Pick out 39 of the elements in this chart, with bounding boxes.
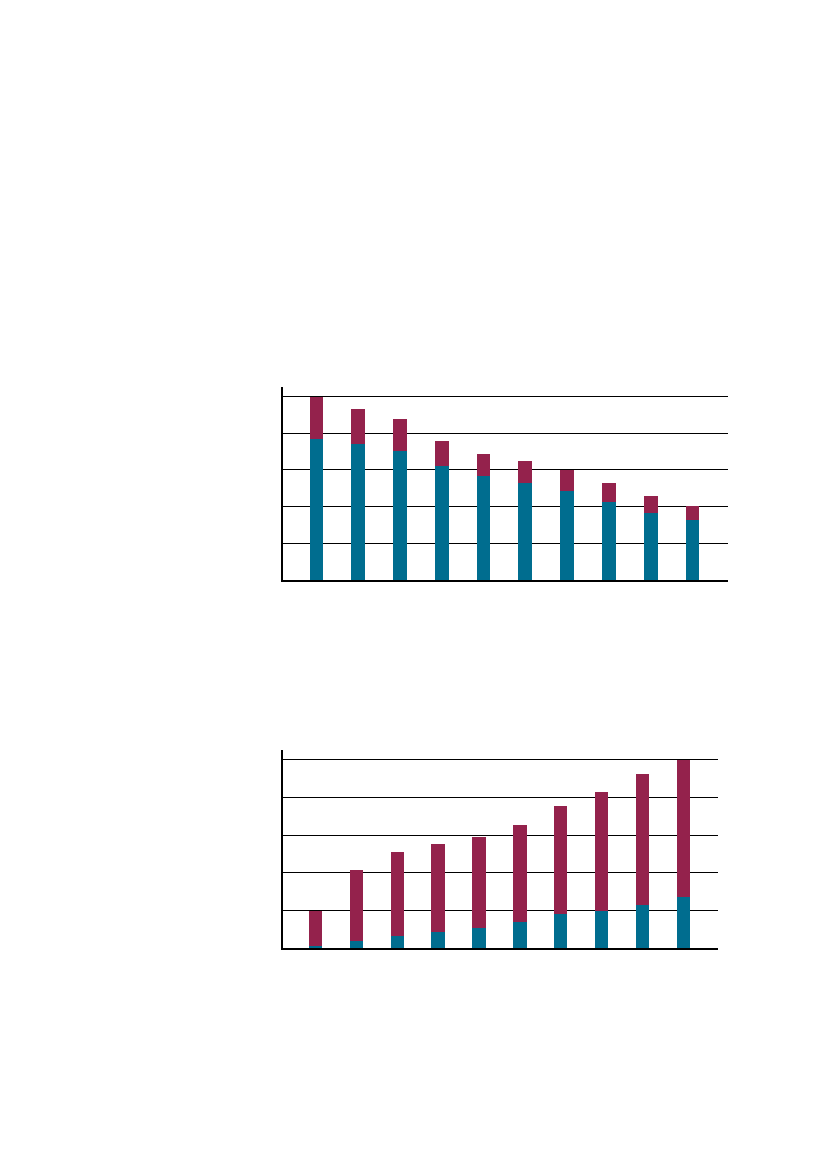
bar (349, 870, 364, 942)
bar (685, 519, 700, 580)
bar (476, 454, 491, 477)
bar (676, 759, 691, 898)
bar (390, 935, 405, 948)
bar (431, 843, 445, 933)
bar (518, 461, 533, 483)
bar (390, 852, 405, 936)
bar (635, 904, 650, 948)
bar (635, 774, 650, 905)
bar (554, 806, 568, 914)
bar (351, 409, 366, 444)
bar (602, 483, 616, 503)
bar (476, 476, 491, 580)
bar (594, 910, 609, 948)
bar (594, 791, 609, 911)
bar (308, 910, 323, 946)
bar (309, 396, 324, 439)
bar (351, 443, 366, 580)
bar (431, 932, 445, 948)
bar (560, 490, 575, 580)
bar (554, 913, 568, 948)
bar (434, 441, 449, 467)
bar (513, 922, 527, 948)
bar (393, 419, 407, 451)
bar (643, 496, 658, 513)
bar (685, 506, 700, 520)
bar (472, 836, 486, 929)
bar (434, 466, 449, 580)
bar (309, 438, 324, 580)
bar (513, 824, 527, 923)
bar (643, 512, 658, 580)
bar (472, 928, 486, 948)
bar (393, 450, 407, 580)
bar (349, 941, 364, 948)
bar (676, 897, 691, 948)
bar (602, 502, 616, 580)
bar (518, 482, 533, 580)
bar (560, 469, 575, 491)
